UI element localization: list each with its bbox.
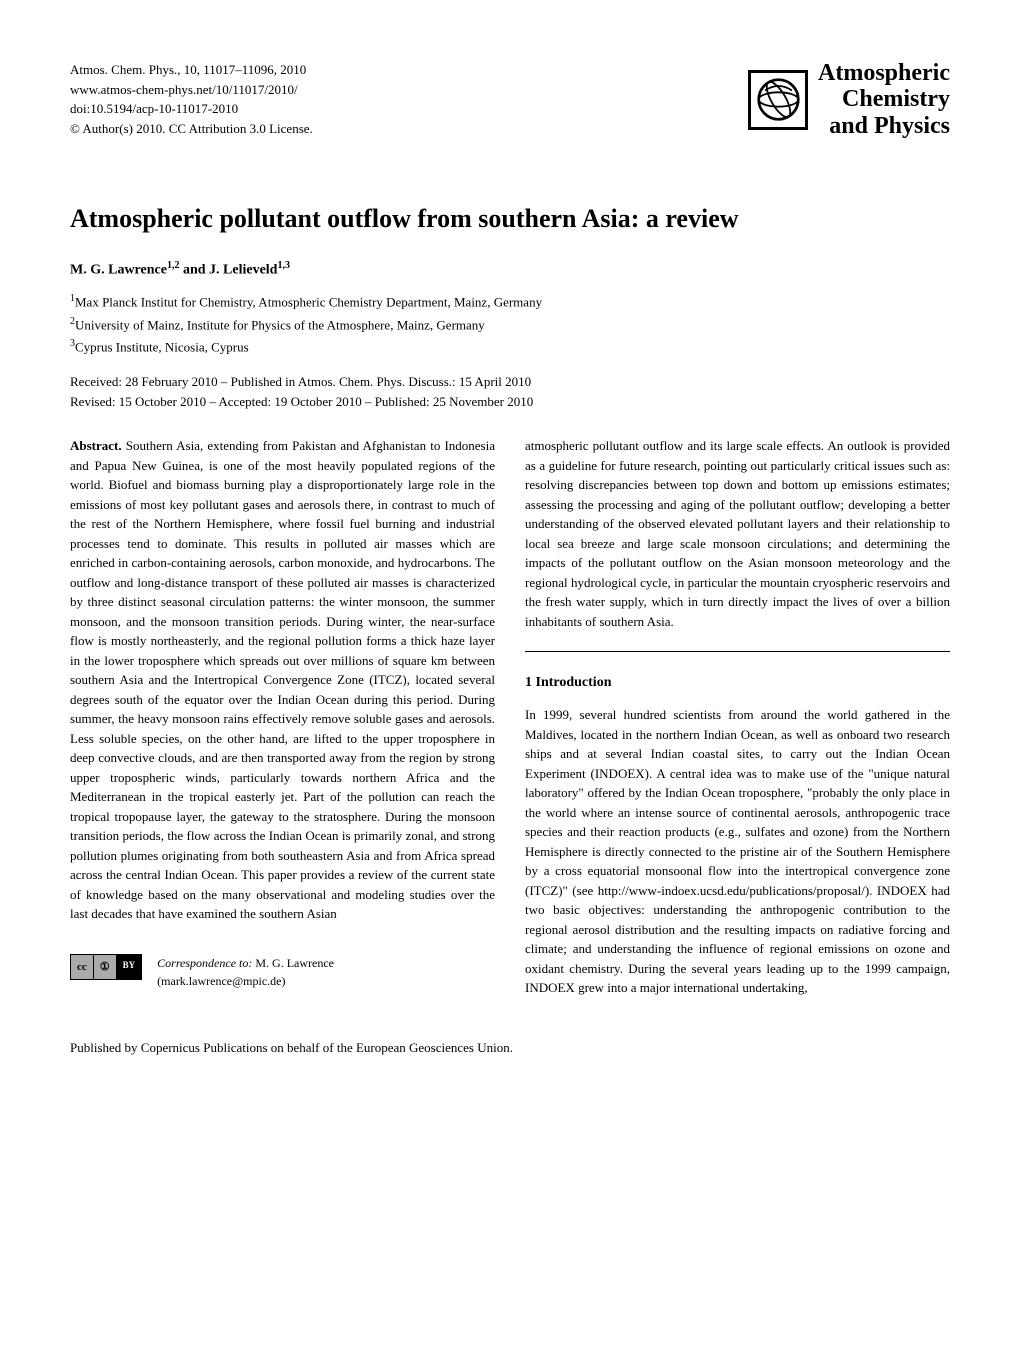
abstract-continuation: atmospheric pollutant outflow and its la… xyxy=(525,436,950,631)
correspondence-email: (mark.lawrence@mpic.de) xyxy=(157,974,285,988)
cc-badge-icon: cc ① BY xyxy=(70,954,142,981)
correspondence-block: cc ① BY Correspondence to: M. G. Lawrenc… xyxy=(70,954,495,990)
author-and: and J. Lelieveld xyxy=(179,263,277,278)
journal-brand: Atmospheric Chemistry and Physics xyxy=(748,60,950,139)
journal-name-line2: Chemistry xyxy=(818,86,950,112)
journal-name: Atmospheric Chemistry and Physics xyxy=(818,60,950,139)
correspondence-label: Correspondence to: xyxy=(157,956,252,970)
page-footer: Published by Copernicus Publications on … xyxy=(70,1038,950,1058)
affiliation-2: 2University of Mainz, Institute for Phys… xyxy=(70,314,950,335)
abstract-paragraph: Abstract. Southern Asia, extending from … xyxy=(70,436,495,924)
section-1-heading: 1 Introduction xyxy=(525,672,950,693)
journal-logo-icon xyxy=(748,70,808,130)
affiliation-1: 1Max Planck Institut for Chemistry, Atmo… xyxy=(70,291,950,312)
cc-badge-mid: ① xyxy=(93,955,116,980)
section-divider xyxy=(525,651,950,652)
dates-line2: Revised: 15 October 2010 – Accepted: 19 … xyxy=(70,392,950,412)
author-name-1: M. G. Lawrence xyxy=(70,263,167,278)
left-column: Abstract. Southern Asia, extending from … xyxy=(70,436,495,998)
abstract-text: Southern Asia, extending from Pakistan a… xyxy=(70,438,495,921)
correspondence-name: M. G. Lawrence xyxy=(252,956,334,970)
doi: doi:10.5194/acp-10-11017-2010 xyxy=(70,99,313,119)
right-column: atmospheric pollutant outflow and its la… xyxy=(525,436,950,998)
affiliations: 1Max Planck Institut for Chemistry, Atmo… xyxy=(70,291,950,357)
author-sup-1: 1,2 xyxy=(167,260,180,271)
page-header: Atmos. Chem. Phys., 10, 11017–11096, 201… xyxy=(70,60,950,139)
license: © Author(s) 2010. CC Attribution 3.0 Lic… xyxy=(70,119,313,139)
two-column-body: Abstract. Southern Asia, extending from … xyxy=(70,436,950,998)
section-1-text: In 1999, several hundred scientists from… xyxy=(525,705,950,998)
journal-name-line3: and Physics xyxy=(818,113,950,139)
cc-badge-left: cc xyxy=(71,955,93,980)
paper-title: Atmospheric pollutant outflow from south… xyxy=(70,199,950,238)
correspondence-text: Correspondence to: M. G. Lawrence (mark.… xyxy=(157,954,334,990)
citation: Atmos. Chem. Phys., 10, 11017–11096, 201… xyxy=(70,60,313,80)
dates-line1: Received: 28 February 2010 – Published i… xyxy=(70,372,950,392)
journal-name-line1: Atmospheric xyxy=(818,60,950,86)
authors: M. G. Lawrence1,2 and J. Lelieveld1,3 xyxy=(70,258,950,281)
cc-badge-right: BY xyxy=(116,955,142,980)
publication-dates: Received: 28 February 2010 – Published i… xyxy=(70,372,950,411)
url: www.atmos-chem-phys.net/10/11017/2010/ xyxy=(70,80,313,100)
affiliation-3: 3Cyprus Institute, Nicosia, Cyprus xyxy=(70,336,950,357)
citation-block: Atmos. Chem. Phys., 10, 11017–11096, 201… xyxy=(70,60,313,138)
abstract-label: Abstract. xyxy=(70,438,122,453)
author-sup-2: 1,3 xyxy=(277,260,290,271)
